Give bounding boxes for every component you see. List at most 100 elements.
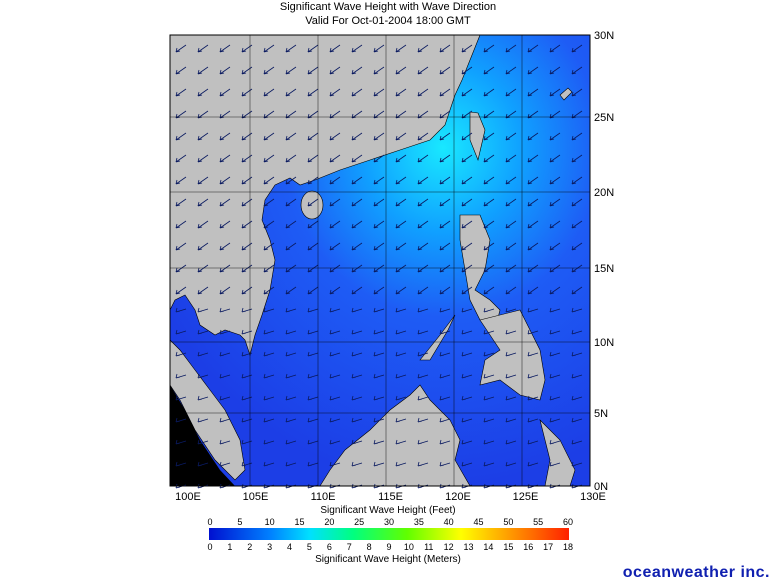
arrow xyxy=(571,307,583,313)
arrow xyxy=(351,44,363,53)
arrow xyxy=(461,286,473,295)
feet-label: 10 xyxy=(265,517,275,527)
arrow xyxy=(263,373,275,379)
arrow xyxy=(461,154,473,163)
arrow xyxy=(307,154,319,163)
arrow xyxy=(351,154,363,163)
arrow xyxy=(351,286,363,295)
arrow xyxy=(505,154,517,163)
arrow xyxy=(417,461,429,467)
arrow xyxy=(527,220,539,229)
arrow xyxy=(483,439,495,445)
arrow xyxy=(329,307,341,313)
arrow xyxy=(219,66,231,75)
arrow xyxy=(461,264,473,273)
meters-label: 13 xyxy=(464,542,474,552)
arrow xyxy=(351,373,363,379)
arrow xyxy=(549,461,561,467)
arrow xyxy=(395,242,407,251)
arrow xyxy=(307,307,319,313)
arrow xyxy=(351,198,363,207)
arrow xyxy=(439,286,451,295)
arrow xyxy=(351,417,363,423)
lon-label: 100E xyxy=(175,491,201,503)
meters-label: 15 xyxy=(503,542,513,552)
malay-peninsula xyxy=(169,339,246,481)
arrow xyxy=(417,132,429,141)
arrow xyxy=(219,461,231,467)
arrow xyxy=(285,198,297,207)
colorbar xyxy=(209,528,569,540)
arrow xyxy=(483,66,495,75)
arrow xyxy=(285,417,297,423)
arrow xyxy=(483,373,495,379)
arrow xyxy=(219,220,231,229)
arrow xyxy=(527,198,539,207)
arrow xyxy=(175,395,187,401)
arrow xyxy=(351,351,363,357)
arrow xyxy=(175,154,187,163)
arrow xyxy=(549,44,561,53)
arrow xyxy=(307,44,319,53)
arrow xyxy=(461,373,473,379)
meters-label: 1 xyxy=(227,542,232,552)
arrow xyxy=(417,154,429,163)
arrow xyxy=(505,242,517,251)
arrow xyxy=(571,286,583,295)
feet-label: 25 xyxy=(354,517,364,527)
arrow xyxy=(527,154,539,163)
lat-label: 25N xyxy=(594,112,614,124)
arrow xyxy=(505,439,517,445)
arrow xyxy=(285,395,297,401)
meters-label: 16 xyxy=(523,542,533,552)
arrow xyxy=(329,220,341,229)
graticule xyxy=(170,35,590,486)
meters-label: 2 xyxy=(247,542,252,552)
arrow xyxy=(439,395,451,401)
arrow xyxy=(263,329,275,335)
feet-label: 0 xyxy=(207,517,212,527)
arrow xyxy=(373,417,385,423)
lon-label: 110E xyxy=(311,491,336,503)
arrow xyxy=(549,220,561,229)
arrow xyxy=(219,417,231,423)
arrow xyxy=(417,88,429,97)
arrow xyxy=(307,220,319,229)
arrow xyxy=(505,417,517,423)
arrow xyxy=(307,395,319,401)
arrow xyxy=(527,242,539,251)
arrow xyxy=(219,88,231,97)
arrow xyxy=(417,198,429,207)
arrow xyxy=(373,286,385,295)
arrow xyxy=(175,242,187,251)
arrow xyxy=(461,198,473,207)
arrow xyxy=(461,44,473,53)
arrow xyxy=(439,242,451,251)
arrow xyxy=(571,132,583,141)
arrow xyxy=(395,307,407,313)
arrow xyxy=(329,198,341,207)
arrow xyxy=(483,286,495,295)
meters-label: 8 xyxy=(367,542,372,552)
arrow xyxy=(483,88,495,97)
arrow xyxy=(175,220,187,229)
arrow xyxy=(307,88,319,97)
arrow xyxy=(571,264,583,273)
arrow xyxy=(483,154,495,163)
arrow xyxy=(549,329,561,335)
arrow xyxy=(175,176,187,185)
subtitle: Valid For Oct-01-2004 18:00 GMT xyxy=(305,15,471,27)
arrow xyxy=(571,461,583,467)
arrow xyxy=(461,88,473,97)
arrow xyxy=(263,417,275,423)
arrow xyxy=(571,176,583,185)
arrow xyxy=(175,88,187,97)
arrow xyxy=(439,373,451,379)
arrow xyxy=(505,88,517,97)
arrow xyxy=(571,439,583,445)
arrow xyxy=(351,461,363,467)
arrow xyxy=(571,395,583,401)
arrow xyxy=(263,395,275,401)
arrow xyxy=(307,351,319,357)
arrow xyxy=(505,66,517,75)
